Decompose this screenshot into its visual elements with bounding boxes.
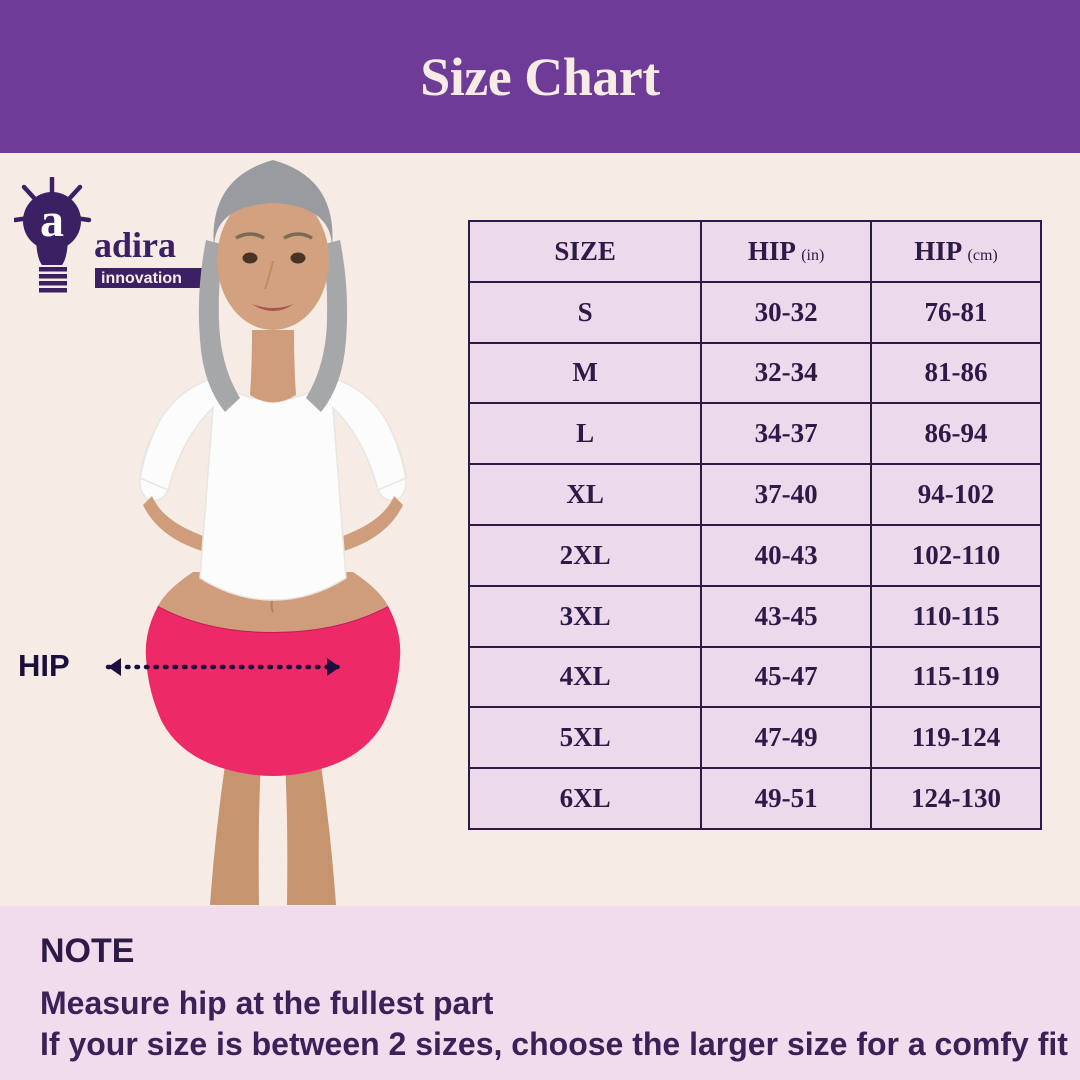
svg-text:HIP: HIP [18,648,70,683]
